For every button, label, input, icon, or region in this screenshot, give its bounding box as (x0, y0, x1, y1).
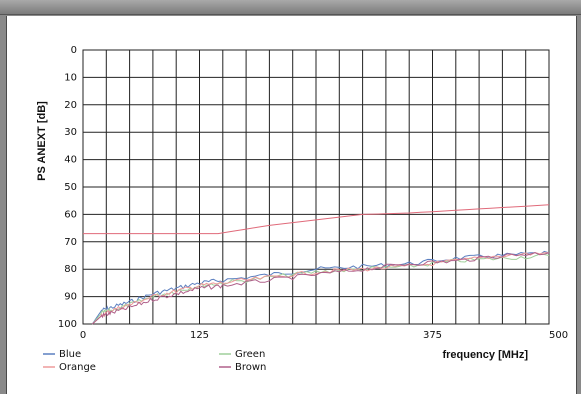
y-tick-label: 40 (64, 155, 77, 166)
grid (82, 49, 550, 325)
x-tick-label: 0 (80, 330, 86, 341)
y-tick-label: 0 (71, 45, 77, 56)
y-axis-label: PS ANEXT [dB] (36, 101, 48, 181)
x-tick-labels: 0 125 375 500 (80, 330, 568, 341)
series-line-limit (83, 204, 550, 235)
chart-panel: 0 10 20 30 40 50 60 70 80 90 100 0 125 375 500 PS ANE… (6, 16, 577, 394)
y-tick-label: 30 (64, 127, 77, 138)
legend-label-green: Green (235, 349, 265, 360)
y-tick-label: 60 (64, 209, 77, 220)
y-tick-label: 100 (58, 319, 77, 330)
series-line-blue (91, 250, 550, 325)
legend-label-brown: Brown (235, 362, 266, 373)
x-axis-label: frequency [MHz] (442, 349, 528, 361)
x-tick-label: 125 (190, 330, 209, 341)
series-lines (83, 204, 550, 325)
x-tick-label: 500 (549, 330, 568, 341)
legend-label-orange: Orange (59, 362, 96, 373)
y-tick-label: 50 (64, 182, 77, 193)
y-tick-label: 80 (64, 264, 77, 275)
x-tick-label: 375 (423, 330, 442, 341)
window-title-bar (0, 0, 581, 15)
y-tick-labels: 0 10 20 30 40 50 60 70 80 90 100 (58, 45, 77, 330)
y-tick-label: 20 (64, 100, 77, 111)
y-tick-label: 90 (64, 292, 77, 303)
y-tick-label: 70 (64, 237, 77, 248)
series-line-brown (91, 252, 550, 325)
ps-anext-chart: 0 10 20 30 40 50 60 70 80 90 100 0 125 375 500 PS ANE… (36, 45, 568, 373)
legend-label-blue: Blue (59, 349, 81, 360)
y-tick-label: 10 (64, 72, 77, 83)
legend: Blue Green Orange Brown (43, 349, 266, 373)
